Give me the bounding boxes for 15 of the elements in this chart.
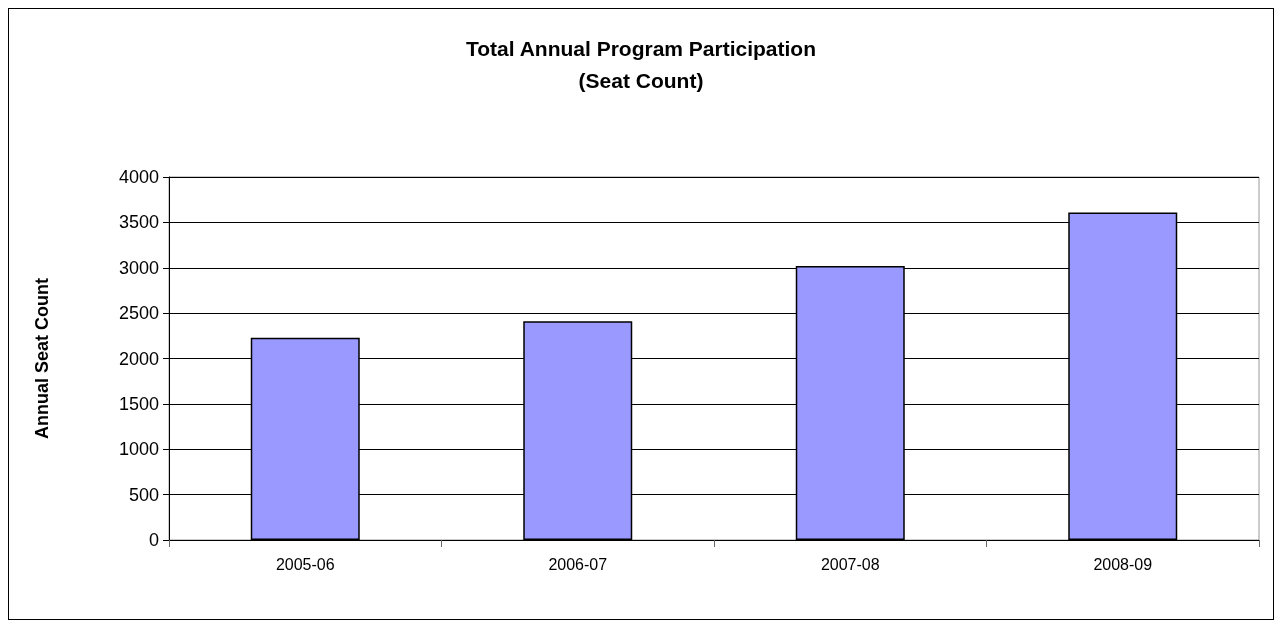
y-tick-label: 0 (148, 530, 159, 550)
x-tick-label: 2005-06 (275, 555, 335, 573)
y-tick-label: 2500 (118, 303, 159, 324)
x-tick-label: 2008-09 (1093, 555, 1153, 573)
x-tick-label: 2006-07 (548, 555, 608, 573)
y-tick-label: 500 (128, 484, 159, 505)
y-tick-label: 1500 (118, 393, 159, 414)
y-tick-label: 2000 (118, 348, 159, 369)
y-tick-label: 3500 (118, 212, 159, 233)
x-tick-label: 2007-08 (820, 555, 880, 573)
y-axis-title: Annual Seat Count (32, 278, 52, 439)
y-tick-label: 4000 (118, 167, 159, 187)
y-tick-label: 3000 (118, 257, 159, 278)
chart-title: Total Annual Program Participation (Seat Count) (465, 36, 817, 92)
y-tick-label: 1000 (118, 439, 159, 460)
